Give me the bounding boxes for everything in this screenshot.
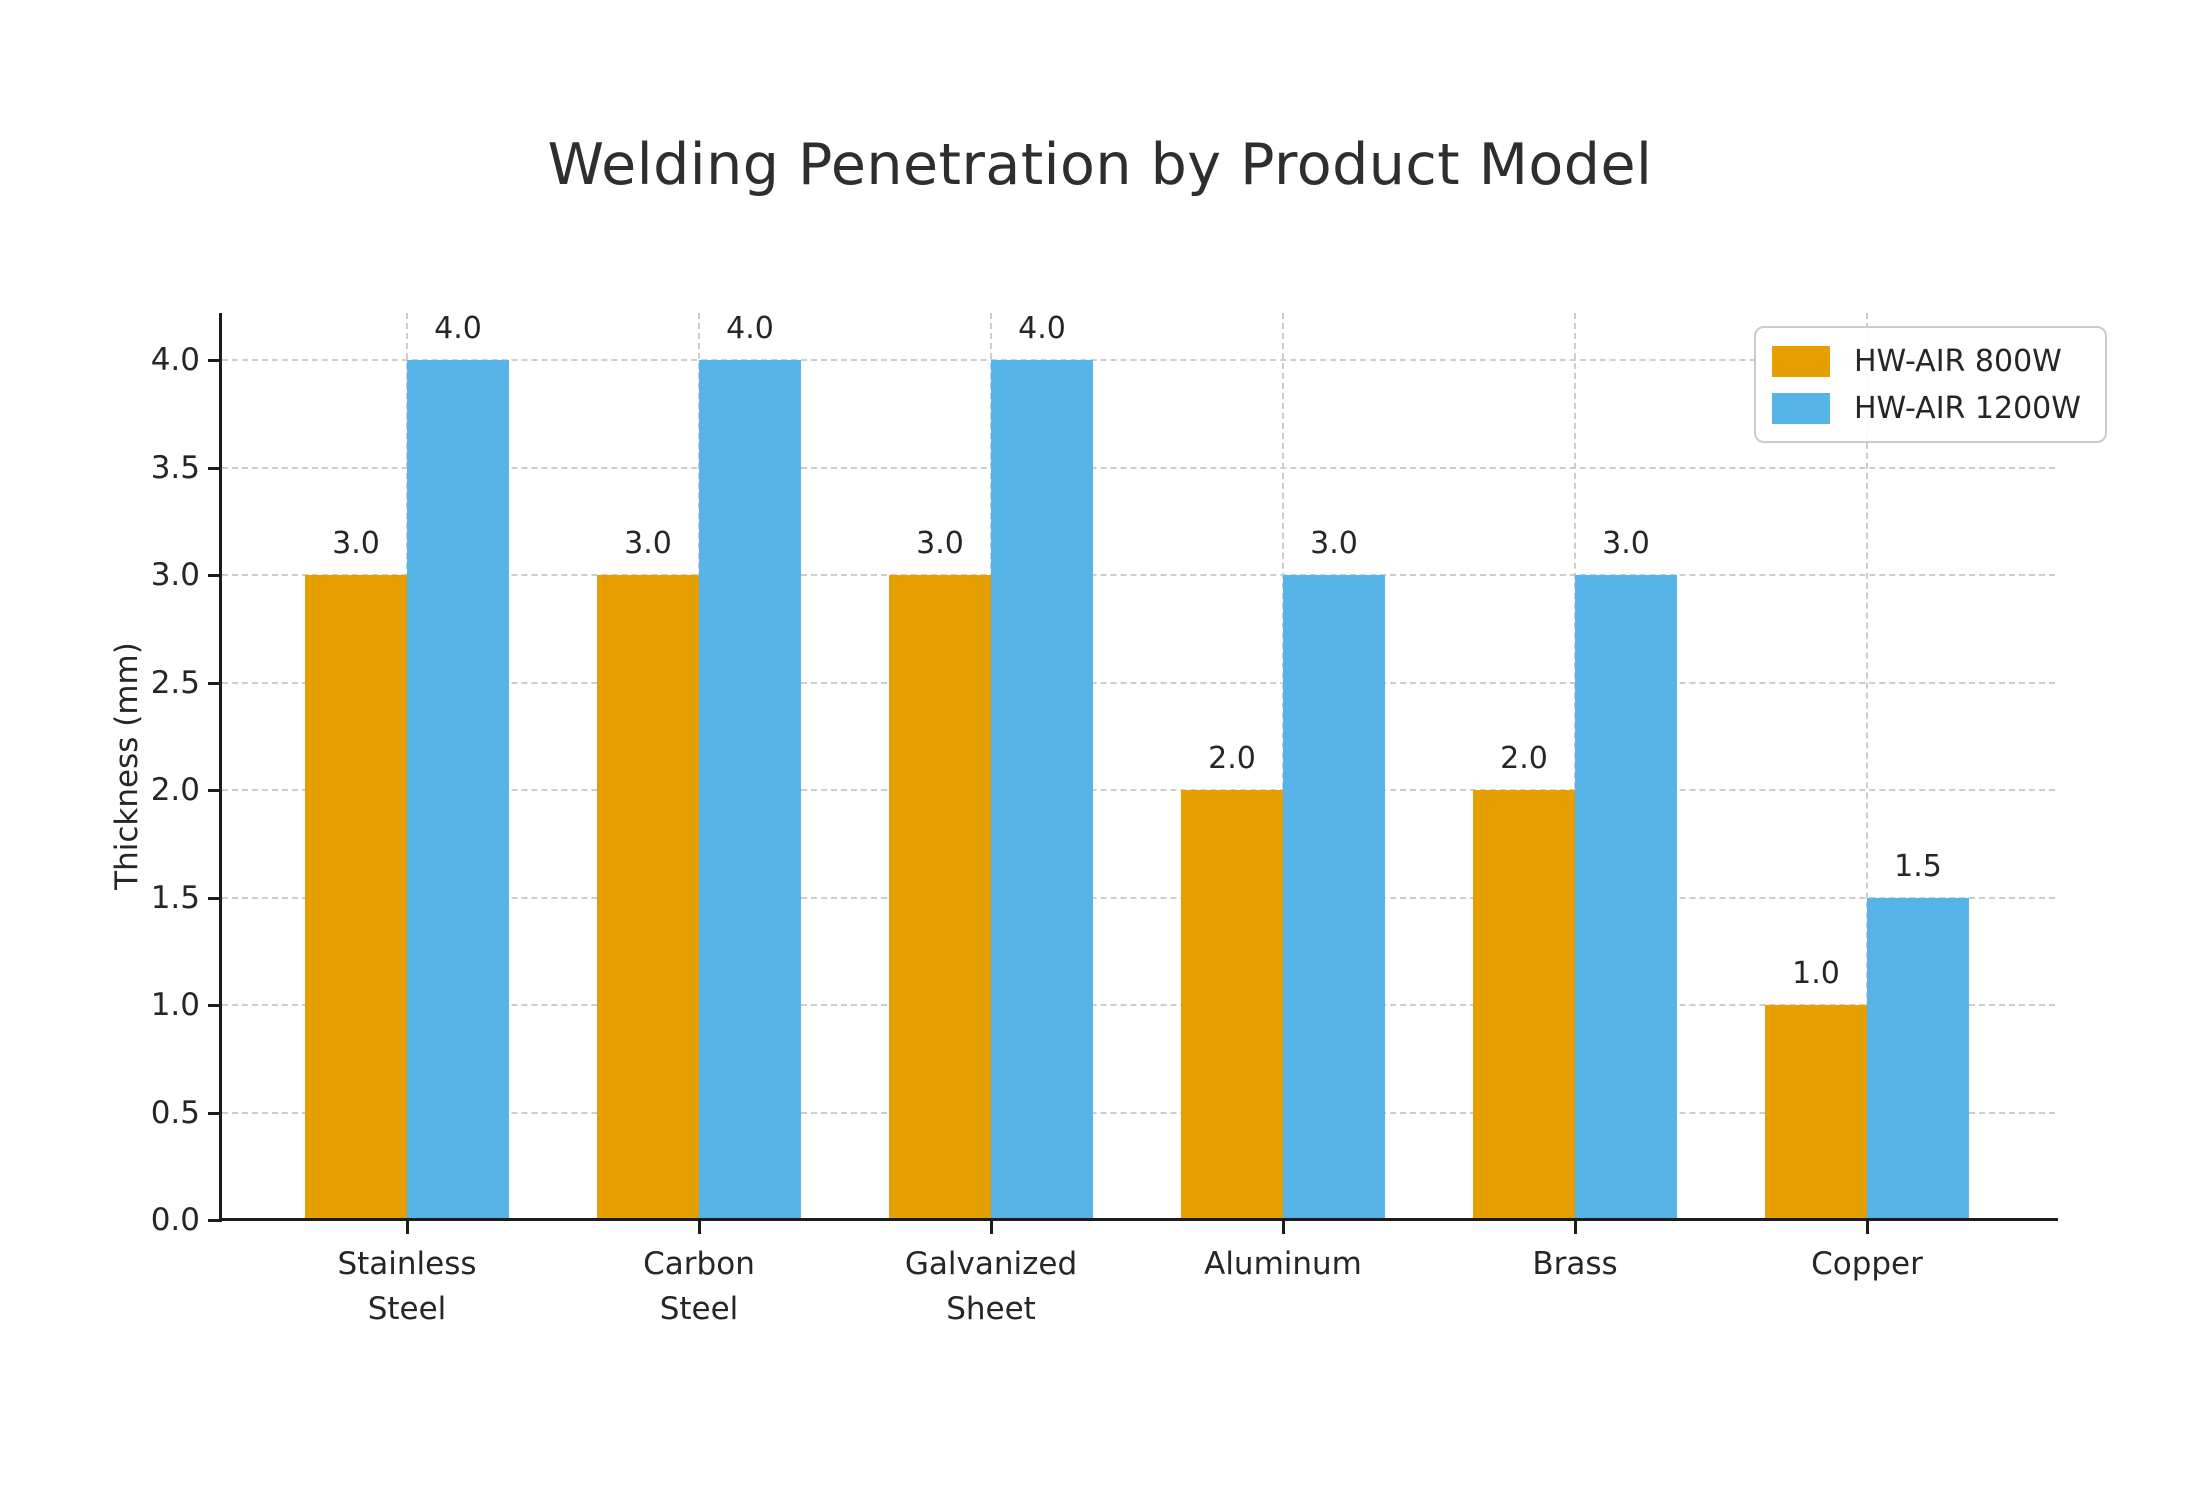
y-tick-mark xyxy=(208,896,222,900)
bar-hw-air-1200w-2 xyxy=(699,360,801,1220)
horizontal-gridline xyxy=(222,359,2055,361)
bar-hw-air-800w-6 xyxy=(1765,1005,1867,1220)
bar-hw-air-1200w-6 xyxy=(1867,897,1969,1220)
horizontal-gridline xyxy=(222,466,2055,469)
bar-value-label: 4.0 xyxy=(1018,311,1066,346)
y-tick-label: 0.5 xyxy=(150,1094,200,1131)
legend-item-1200w: HW-AIR 1200W xyxy=(1772,388,2081,428)
y-tick-mark xyxy=(208,359,222,362)
legend-swatch-800w-icon xyxy=(1772,345,1830,377)
y-tick-label: 1.0 xyxy=(150,987,200,1023)
x-tick-mark xyxy=(406,1220,409,1234)
vertical-gridline xyxy=(1866,313,1868,1218)
y-tick-mark xyxy=(208,789,222,792)
y-tick-mark xyxy=(208,1004,222,1007)
bar-hw-air-800w-2 xyxy=(597,575,699,1220)
x-tick-mark xyxy=(1866,1220,1869,1234)
bar-value-label: 3.0 xyxy=(1602,526,1650,561)
y-tick-mark xyxy=(208,466,222,470)
bar-value-label: 2.0 xyxy=(1500,741,1548,776)
legend: HW-AIR 800W HW-AIR 1200W xyxy=(1754,326,2107,443)
y-tick-label: 2.0 xyxy=(150,772,200,808)
bar-hw-air-800w-3 xyxy=(889,575,991,1220)
bar-value-label: 1.0 xyxy=(1792,956,1840,991)
legend-label-1200w: HW-AIR 1200W xyxy=(1854,390,2081,426)
bar-hw-air-1200w-3 xyxy=(991,360,1093,1220)
bar-hw-air-1200w-5 xyxy=(1575,575,1677,1220)
bar-hw-air-800w-4 xyxy=(1181,790,1283,1220)
y-tick-label: 3.5 xyxy=(150,449,200,486)
bar-value-label: 4.0 xyxy=(726,311,774,346)
x-tick-mark xyxy=(1574,1220,1577,1234)
bar-hw-air-800w-5 xyxy=(1473,790,1575,1220)
bar-hw-air-1200w-1 xyxy=(407,360,509,1220)
y-tick-mark xyxy=(208,681,222,685)
bar-value-label: 3.0 xyxy=(332,526,380,561)
bar-value-label: 3.0 xyxy=(624,526,672,561)
y-tick-label: 2.5 xyxy=(150,664,200,701)
horizontal-gridline xyxy=(222,681,2055,684)
bar-value-label: 4.0 xyxy=(434,311,482,346)
x-tick-mark xyxy=(698,1220,701,1234)
y-tick-label: 1.5 xyxy=(150,879,200,916)
bar-value-label: 3.0 xyxy=(1310,526,1358,561)
x-tick-label: Carbon Steel xyxy=(643,1246,755,1327)
x-tick-label: Aluminum xyxy=(1204,1246,1362,1282)
chart-title: Welding Penetration by Product Model xyxy=(547,132,1653,198)
x-tick-label: Galvanized Sheet xyxy=(904,1246,1078,1327)
x-tick-mark xyxy=(990,1220,993,1234)
x-tick-label: Stainless Steel xyxy=(337,1246,477,1327)
y-tick-label: 4.0 xyxy=(150,342,200,378)
y-tick-mark xyxy=(208,574,222,577)
y-axis-label: Thickness (mm) xyxy=(109,642,145,890)
legend-item-800w: HW-AIR 800W xyxy=(1772,341,2081,381)
horizontal-gridline xyxy=(222,896,2055,899)
horizontal-gridline xyxy=(222,789,2055,791)
bar-value-label: 1.5 xyxy=(1894,848,1942,884)
y-tick-mark xyxy=(208,1219,222,1222)
horizontal-gridline xyxy=(222,574,2055,576)
bar-value-label: 3.0 xyxy=(916,526,964,561)
y-tick-mark xyxy=(208,1111,222,1115)
horizontal-gridline xyxy=(222,1004,2055,1006)
y-axis-spine xyxy=(219,313,222,1221)
y-tick-label: 3.0 xyxy=(150,557,200,593)
bar-hw-air-800w-1 xyxy=(305,575,407,1220)
y-tick-label: 0.0 xyxy=(150,1202,200,1238)
legend-swatch-1200w-icon xyxy=(1772,392,1830,424)
bar-value-label: 2.0 xyxy=(1208,741,1256,776)
horizontal-gridline xyxy=(222,1111,2055,1114)
x-axis-spine xyxy=(219,1218,2058,1221)
x-tick-mark xyxy=(1282,1220,1285,1234)
x-tick-label: Brass xyxy=(1532,1246,1618,1282)
bar-hw-air-1200w-4 xyxy=(1283,575,1385,1220)
legend-label-800w: HW-AIR 800W xyxy=(1854,343,2062,379)
x-tick-label: Copper xyxy=(1811,1246,1923,1282)
